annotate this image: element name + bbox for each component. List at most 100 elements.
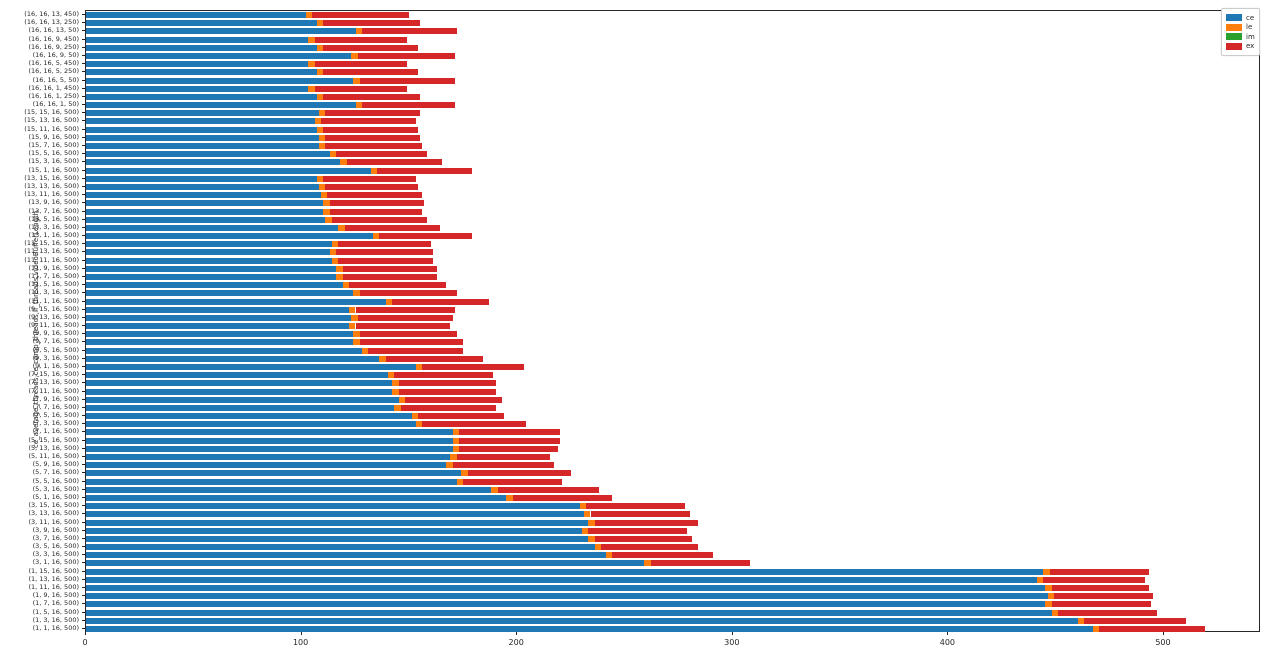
y-tick-label: (7, 11, 16, 500) <box>28 386 79 395</box>
bar-segment-ex <box>349 282 447 289</box>
bar-segment-le <box>329 249 337 256</box>
y-tick-label: (1, 9, 16, 500) <box>32 591 79 600</box>
bar-segment-le <box>331 241 339 248</box>
bar-segment-le <box>338 224 345 231</box>
y-tick-mark <box>82 267 85 269</box>
x-tick-mark <box>300 632 302 635</box>
legend-swatch-le <box>1226 23 1242 31</box>
y-tick-mark <box>82 423 85 425</box>
y-tick-label: (5, 3, 16, 500) <box>32 484 79 493</box>
bar-segment-ex <box>346 159 442 166</box>
y-tick-mark <box>82 431 85 433</box>
y-tick-mark <box>82 71 85 73</box>
y-tick-mark <box>82 521 85 523</box>
bar-segment-le <box>461 470 468 477</box>
y-tick-mark <box>82 586 85 588</box>
bar-segment-le <box>415 421 423 428</box>
bar-segment-ex <box>336 151 427 158</box>
bar-segment-ex <box>359 77 455 84</box>
bar-segment-ex <box>590 511 690 518</box>
bar-segment-le <box>323 200 330 207</box>
legend-swatch-im <box>1226 33 1242 40</box>
y-tick-mark <box>82 415 85 417</box>
bar-segment-ce <box>86 552 606 559</box>
y-tick-label: (3, 13, 16, 500) <box>28 509 79 518</box>
bar-segment-ce <box>86 20 317 27</box>
y-tick-label: (7, 5, 16, 500) <box>32 411 79 420</box>
bar-segment-le <box>1077 617 1085 624</box>
bar-segment-le <box>318 183 326 190</box>
bar-segment-ce <box>86 28 356 35</box>
y-tick-label: (5, 1, 16, 500) <box>32 492 79 501</box>
y-tick-label: (16, 16, 1, 50) <box>32 100 79 109</box>
y-tick-label: (11, 3, 16, 500) <box>28 288 79 297</box>
y-tick-label: (13, 3, 16, 500) <box>28 222 79 231</box>
y-tick-label: (11, 11, 16, 500) <box>24 255 79 264</box>
bar-segment-ce <box>86 519 589 526</box>
y-tick-label: (13, 11, 16, 500) <box>24 190 79 199</box>
y-tick-mark <box>82 104 85 106</box>
bar-segment-le <box>452 429 459 436</box>
bar-segment-ce <box>86 265 337 272</box>
bar-segment-ce <box>86 143 319 150</box>
bar-segment-ce <box>86 413 412 420</box>
bar-segment-ex <box>458 429 561 436</box>
y-tick-mark <box>82 136 85 138</box>
legend-label: ce <box>1246 13 1255 22</box>
legend-item: im <box>1226 33 1255 41</box>
y-tick-label: (7, 7, 16, 500) <box>32 402 79 411</box>
bar-segment-le <box>331 257 339 264</box>
bar-segment-ex <box>338 257 434 264</box>
y-tick-mark <box>82 554 85 556</box>
bar-segment-ce <box>86 200 324 207</box>
bar-segment-ex <box>512 494 613 501</box>
bar-segment-le <box>349 323 356 330</box>
x-tick-mark <box>85 632 86 635</box>
y-tick-label: (13, 9, 16, 500) <box>28 198 79 207</box>
bar-segment-ex <box>314 85 408 92</box>
y-tick-mark <box>82 341 85 343</box>
y-tick-label: (16, 16, 13, 250) <box>24 18 79 27</box>
bar-segment-le <box>353 290 360 297</box>
bar-segment-ex <box>594 535 692 542</box>
y-tick-label: (11, 5, 16, 500) <box>28 280 79 289</box>
bar-segment-le <box>351 53 358 59</box>
bar-segment-ce <box>86 544 595 551</box>
bar-segment-ce <box>86 175 317 182</box>
y-tick-label: (7, 1, 16, 500) <box>32 427 79 436</box>
bar-segment-le <box>370 167 378 174</box>
bar-segment-ce <box>86 388 393 395</box>
bar-segment-ex <box>338 241 431 248</box>
y-tick-label: (5, 5, 16, 500) <box>32 476 79 485</box>
bar-segment-ex <box>612 552 714 559</box>
bar-segment-ce <box>86 93 317 100</box>
bar-segment-ex <box>588 527 688 534</box>
y-tick-mark <box>82 218 85 220</box>
bar-segment-ex <box>323 93 421 100</box>
bar-segment-ex <box>325 143 423 150</box>
bar-segment-le <box>446 462 453 469</box>
bar-segment-le <box>1043 568 1050 575</box>
bar-segment-ce <box>86 12 306 19</box>
y-tick-mark <box>82 284 85 286</box>
bar-segment-ex <box>331 216 427 223</box>
bar-segment-le <box>605 552 613 559</box>
y-tick-label: (1, 1, 16, 500) <box>32 623 79 632</box>
bar-segment-ce <box>86 151 330 158</box>
y-tick-label: (11, 9, 16, 500) <box>28 263 79 272</box>
bar-segment-ex <box>394 372 494 379</box>
bar-segment-le <box>318 134 326 141</box>
y-tick-mark <box>82 349 85 351</box>
x-tick-label: 400 <box>939 638 956 647</box>
bar-segment-ce <box>86 167 371 174</box>
bar-segment-ce <box>86 183 319 190</box>
bar-segment-ex <box>344 224 440 231</box>
bar-segment-ex <box>361 102 455 109</box>
y-tick-label: (1, 5, 16, 500) <box>32 607 79 616</box>
y-tick-label: (1, 11, 16, 500) <box>28 582 79 591</box>
x-tick-label: 500 <box>1155 638 1171 647</box>
y-tick-mark <box>82 398 85 400</box>
bar-segment-ce <box>86 69 317 76</box>
bar-segment-le <box>1036 576 1044 583</box>
bar-segment-ce <box>86 314 352 321</box>
